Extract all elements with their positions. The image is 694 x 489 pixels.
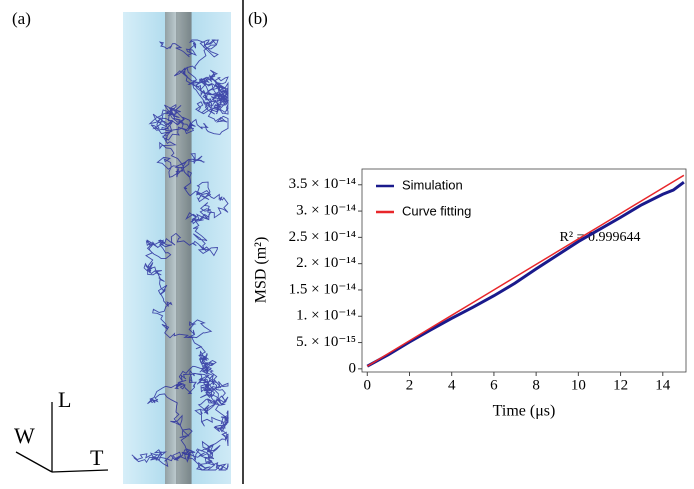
x-tick-label: 12 xyxy=(613,377,628,393)
x-tick-label: 4 xyxy=(448,377,456,393)
x-axis-label: Time (μs) xyxy=(493,403,556,420)
x-tick-label: 8 xyxy=(532,377,540,393)
legend-label: Simulation xyxy=(402,177,463,192)
axis-name: T xyxy=(90,445,104,470)
figure: (a) L W T (b) Time (μs) MSD (m²) R² = 0.… xyxy=(0,0,694,484)
y-tick-label: 1. × 10⁻¹⁴ xyxy=(296,308,356,324)
y-tick-label: 3.5 × 10⁻¹⁴ xyxy=(289,176,356,192)
x-tick-label: 2 xyxy=(406,377,414,393)
y-axis-label: MSD (m²) xyxy=(253,237,270,304)
axis-name: W xyxy=(14,423,35,448)
axis-name: L xyxy=(58,387,71,412)
x-tick-label: 6 xyxy=(490,377,498,393)
y-tick-label: 2.5 × 10⁻¹⁴ xyxy=(289,229,356,245)
x-tick-label: 14 xyxy=(655,377,671,393)
y-tick-label: 3. × 10⁻¹⁴ xyxy=(296,203,356,219)
y-tick-label: 5. × 10⁻¹⁵ xyxy=(296,334,356,350)
y-tick-label: 0 xyxy=(349,360,357,376)
x-tick-label: 10 xyxy=(571,377,586,393)
axis-line xyxy=(52,470,108,472)
y-tick-label: 1.5 × 10⁻¹⁴ xyxy=(289,281,356,297)
x-tick-label: 0 xyxy=(364,377,372,393)
y-tick-label: 2. × 10⁻¹⁴ xyxy=(296,255,356,271)
legend-label: Curve fitting xyxy=(402,203,471,218)
panel-label: (b) xyxy=(248,9,268,28)
axis-line xyxy=(16,452,52,472)
panel-label: (a) xyxy=(12,9,31,28)
